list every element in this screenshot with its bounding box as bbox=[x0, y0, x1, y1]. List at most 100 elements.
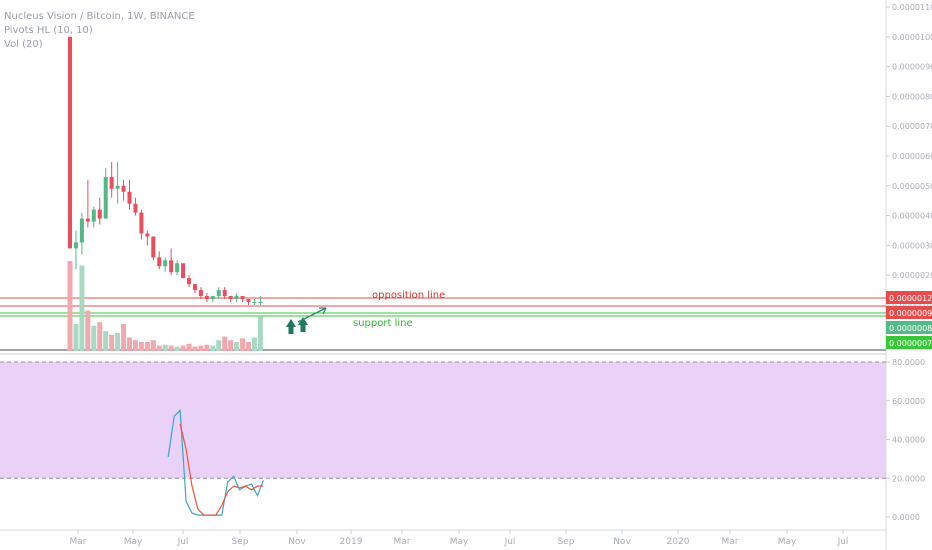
time-tick-label: May bbox=[450, 537, 469, 547]
trend-arrow-head-icon bbox=[319, 307, 327, 315]
candle-body bbox=[109, 176, 114, 189]
candle-body bbox=[85, 218, 90, 222]
candle-body bbox=[151, 236, 156, 258]
candle-body bbox=[240, 296, 245, 300]
candle-body bbox=[133, 203, 138, 213]
volume-bar bbox=[257, 316, 263, 351]
support-line-label: support line bbox=[353, 318, 413, 329]
candle-body bbox=[91, 209, 96, 222]
volume-bar bbox=[144, 342, 150, 351]
volume-bar bbox=[103, 331, 109, 351]
candle-body bbox=[79, 218, 84, 243]
candle-body bbox=[97, 209, 102, 219]
volume-bar bbox=[138, 342, 144, 351]
price-tick-label: 0.00001100 bbox=[892, 3, 932, 12]
volume-bar bbox=[180, 345, 186, 351]
price-tick-label: 0.00000800 bbox=[892, 92, 932, 101]
candle-body bbox=[127, 191, 132, 204]
osc-tick-label: 80.0000 bbox=[892, 358, 925, 367]
candle-body bbox=[216, 290, 221, 297]
candle-body bbox=[192, 284, 197, 291]
candle-body bbox=[204, 296, 209, 300]
time-tick-label: May bbox=[124, 537, 143, 547]
price-tick-label: 0.00000600 bbox=[892, 152, 932, 161]
candle-body bbox=[181, 263, 186, 279]
time-tick-label: Sep bbox=[558, 537, 575, 547]
volume-bar bbox=[198, 345, 204, 351]
price-tick-label: 0.00000700 bbox=[892, 122, 932, 131]
time-tick-label: May bbox=[778, 537, 797, 547]
legend-volume: Vol (20) bbox=[4, 39, 43, 50]
price-level-tag bbox=[886, 336, 932, 349]
candle-body bbox=[115, 185, 120, 189]
price-tick-label: 0.00000500 bbox=[892, 182, 932, 191]
price-tick-label: 0.00001000 bbox=[892, 33, 932, 42]
volume-bar bbox=[186, 343, 192, 351]
candle-body bbox=[157, 257, 162, 267]
volume-bar bbox=[79, 265, 85, 351]
volume-bar bbox=[222, 336, 228, 351]
volume-bar bbox=[168, 345, 174, 351]
osc-tick-label: 40.0000 bbox=[892, 436, 925, 445]
candle-body bbox=[187, 278, 191, 285]
time-tick-label: 2019 bbox=[340, 537, 363, 547]
time-tick-label: Mar bbox=[70, 537, 87, 547]
candle-body bbox=[139, 212, 144, 234]
price-level-label: 0.00000096 bbox=[889, 309, 932, 318]
trend-arrow-line bbox=[297, 307, 327, 323]
candle-body bbox=[252, 302, 257, 304]
volume-bar bbox=[192, 346, 198, 351]
price-tick-label: 0.00000300 bbox=[892, 241, 932, 250]
price-level-label: 0.00000124 bbox=[889, 294, 932, 303]
osc-tick-label: 20.0000 bbox=[892, 474, 925, 483]
candle-body bbox=[222, 290, 227, 297]
osc-tick-label: 60.0000 bbox=[892, 397, 925, 406]
candle-body bbox=[145, 233, 150, 237]
opposition-line-label: opposition line bbox=[372, 290, 445, 301]
volume-bar bbox=[127, 337, 132, 351]
volume-bar bbox=[150, 340, 156, 351]
candle-body bbox=[103, 176, 108, 219]
time-tick-label: Nov bbox=[288, 537, 306, 547]
up-arrow-icon bbox=[286, 319, 296, 334]
price-tick-label: 0.00000200 bbox=[892, 271, 932, 280]
time-tick-label: Sep bbox=[232, 537, 249, 547]
time-tick-label: Jul bbox=[177, 537, 189, 547]
time-tick-label: Nov bbox=[613, 537, 631, 547]
candle-body bbox=[121, 185, 126, 192]
volume-bar bbox=[73, 324, 79, 351]
volume-bar bbox=[174, 346, 180, 351]
volume-bar bbox=[156, 345, 162, 351]
candle-body bbox=[68, 36, 72, 249]
volume-bar bbox=[132, 340, 138, 351]
candle-body bbox=[163, 260, 168, 267]
volume-bar bbox=[251, 337, 257, 351]
volume-bar bbox=[228, 340, 234, 351]
time-tick-label: Jul bbox=[504, 537, 516, 547]
candle-body bbox=[258, 302, 263, 304]
legend-symbol: Nucleus Vision / Bitcoin, 1W, BINANCE bbox=[4, 11, 195, 22]
volume-bar bbox=[240, 338, 246, 351]
legend-pivots: Pivots HL (10, 10) bbox=[4, 25, 93, 36]
time-tick-label: 2020 bbox=[667, 537, 690, 547]
time-tick-label: Mar bbox=[394, 537, 411, 547]
volume-bar bbox=[162, 344, 168, 351]
price-tick-label: 0.00000900 bbox=[892, 63, 932, 72]
candle-body bbox=[228, 296, 233, 300]
volume-bar bbox=[115, 333, 121, 351]
volume-bar bbox=[210, 345, 216, 351]
overbought-oversold-band bbox=[0, 362, 886, 479]
volume-bar bbox=[234, 342, 240, 351]
volume-bar bbox=[216, 340, 222, 351]
price-level-label: 0.00000081 bbox=[889, 324, 932, 333]
volume-bar bbox=[85, 310, 91, 351]
time-tick-label: Jul bbox=[837, 537, 849, 547]
candle-body bbox=[73, 242, 78, 249]
osc-tick-label: 0.0000 bbox=[892, 513, 920, 522]
volume-bar bbox=[97, 322, 103, 351]
volume-bar bbox=[91, 325, 97, 351]
volume-bar bbox=[121, 324, 127, 351]
volume-bar bbox=[109, 334, 115, 351]
candle-body bbox=[234, 296, 239, 300]
